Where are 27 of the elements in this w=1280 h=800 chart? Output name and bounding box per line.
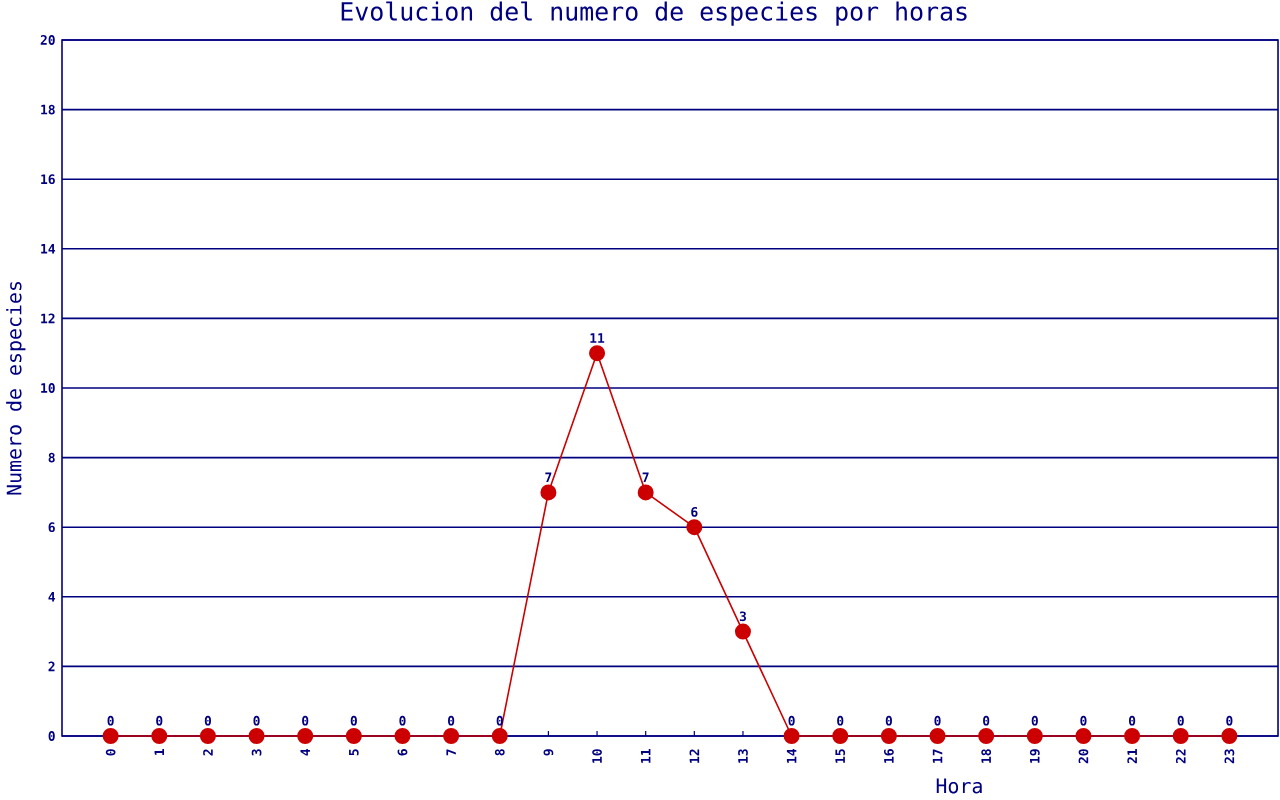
point xyxy=(345,728,362,744)
y-axis-title: Numero de especies xyxy=(6,282,26,495)
point xyxy=(978,728,995,744)
point xyxy=(297,728,314,744)
point xyxy=(832,728,849,744)
point xyxy=(734,623,751,640)
point xyxy=(783,728,800,744)
point xyxy=(491,728,508,744)
point xyxy=(248,728,265,744)
point xyxy=(199,728,216,744)
point xyxy=(1075,728,1092,744)
point xyxy=(589,345,606,362)
point xyxy=(151,728,168,744)
x-axis-title: Hora xyxy=(936,778,982,794)
point xyxy=(1221,728,1238,744)
point xyxy=(929,728,946,744)
chart-title: Evolucion del numero de especies por horas xyxy=(341,1,967,26)
point xyxy=(394,728,411,744)
point xyxy=(102,728,119,744)
point xyxy=(1124,728,1141,744)
point xyxy=(686,519,703,536)
point xyxy=(443,728,460,744)
point xyxy=(1172,728,1189,744)
point xyxy=(1026,728,1043,744)
point xyxy=(637,484,654,501)
point xyxy=(880,728,897,744)
point xyxy=(540,484,557,501)
